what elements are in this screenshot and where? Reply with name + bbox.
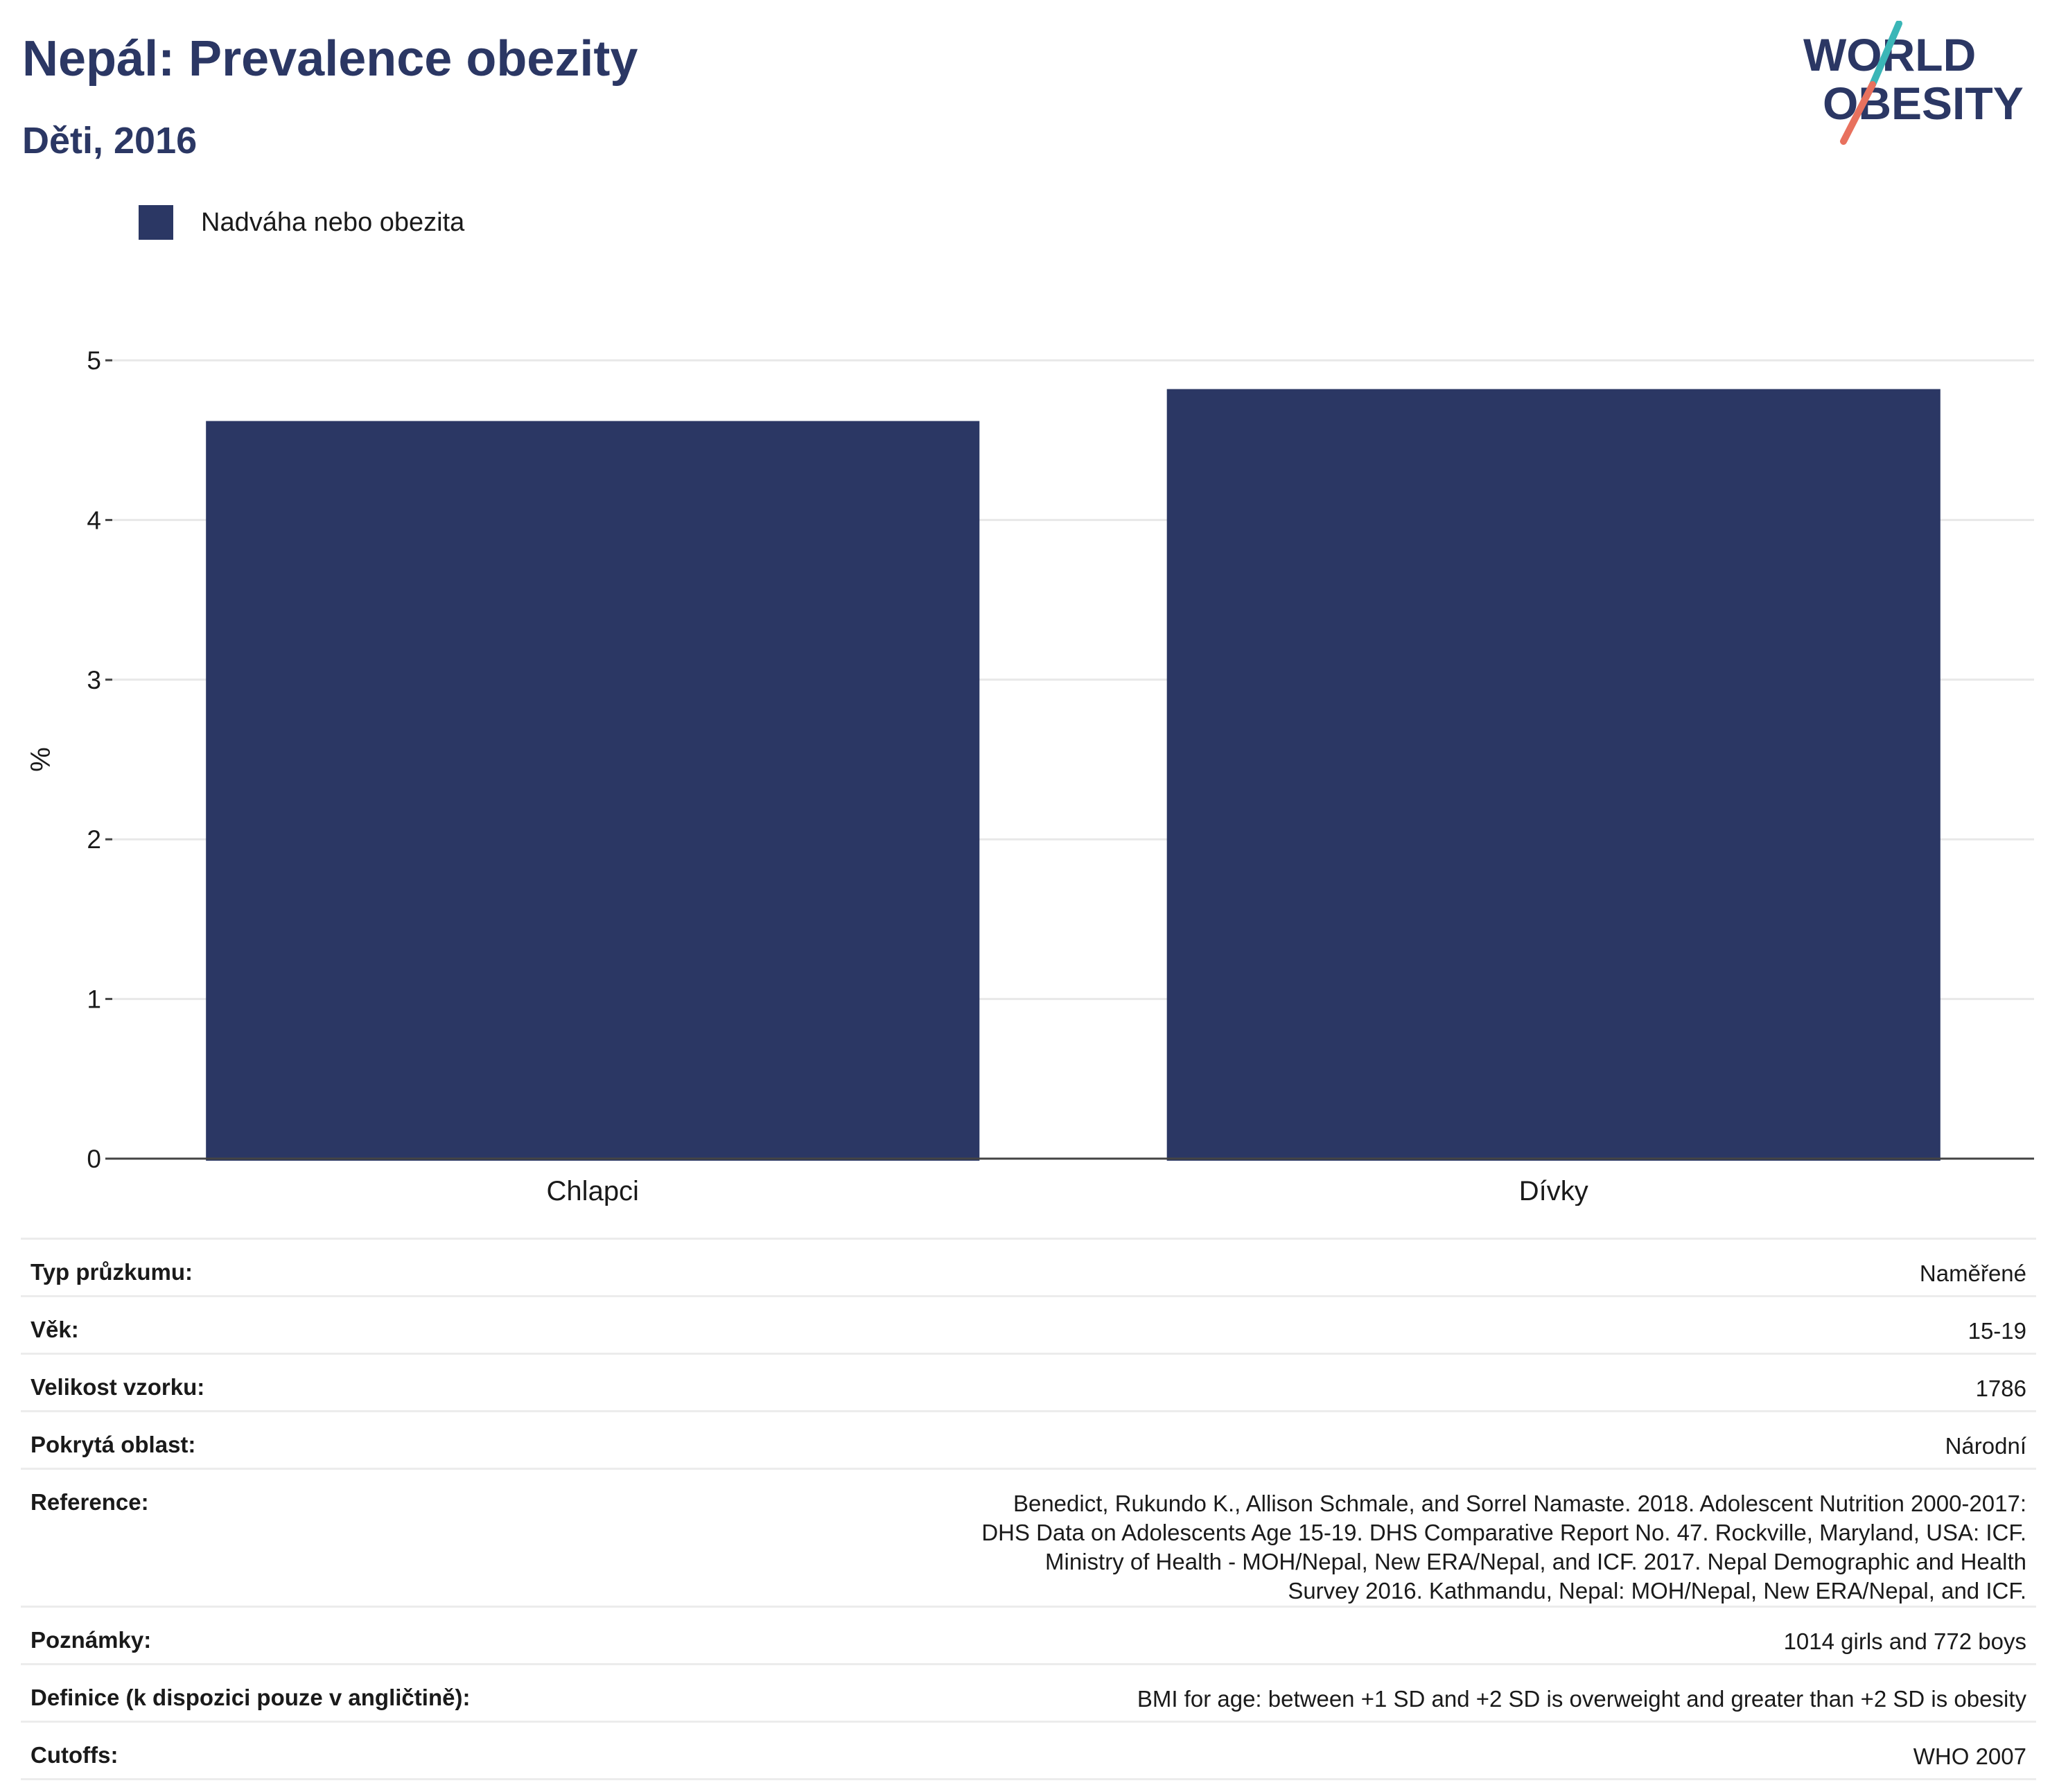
bar-chlapci — [206, 421, 980, 1161]
x-tick-label: Dívky — [1519, 1176, 1588, 1206]
world-obesity-logo: WORLD OBESITY — [1803, 21, 2024, 145]
row-label: Cutoffs: — [21, 1721, 480, 1780]
table-row: Cutoffs: WHO 2007 — [21, 1721, 2036, 1780]
bar-dívky — [1166, 389, 1941, 1161]
row-label: Typ průzkumu: — [21, 1238, 480, 1297]
row-value: 1786 — [480, 1353, 2036, 1412]
table-row: Pokrytá oblast: Národní — [21, 1410, 2036, 1469]
table-row: Reference: Benedict, Rukundo K., Allison… — [21, 1468, 2036, 1607]
table-row: Definice (k dispozici pouze v angličtině… — [21, 1663, 2036, 1722]
logo-slash-bottom — [1840, 81, 1876, 145]
row-label: Velikost vzorku: — [21, 1353, 480, 1412]
logo-slash-top — [1869, 21, 1902, 88]
y-axis-label: % — [26, 747, 56, 772]
y-tick-label: 4 — [87, 506, 101, 534]
y-tick-label: 0 — [87, 1145, 101, 1173]
y-tick-label: 1 — [87, 985, 101, 1014]
table-row: Velikost vzorku: 1786 — [21, 1353, 2036, 1412]
row-label: Věk: — [21, 1295, 480, 1354]
row-value: Naměřené — [480, 1238, 2036, 1297]
row-label: Definice (k dispozici pouze v angličtině… — [21, 1663, 480, 1722]
row-value: 1014 girls and 772 boys — [480, 1606, 2036, 1664]
row-label: Reference: — [21, 1468, 480, 1607]
y-tick-label: 5 — [87, 346, 101, 375]
bar-chart: 0 1 2 3 4 5% Chlapci Dívky — [26, 346, 2034, 1206]
row-value: WHO 2007 — [480, 1721, 2036, 1780]
row-value: Benedict, Rukundo K., Allison Schmale, a… — [480, 1468, 2036, 1607]
y-tick-label: 3 — [87, 666, 101, 694]
table-row: Poznámky: 1014 girls and 772 boys — [21, 1606, 2036, 1664]
page-subtitle: Děti, 2016 — [22, 120, 198, 161]
row-label: Pokrytá oblast: — [21, 1410, 480, 1469]
chart-legend[interactable]: Nadváha nebo obezita — [139, 205, 464, 240]
row-label: Poznámky: — [21, 1606, 480, 1664]
table-row: Typ průzkumu: Naměřené — [21, 1238, 2036, 1297]
row-value: Národní — [480, 1410, 2036, 1469]
legend-label: Nadváha nebo obezita — [201, 207, 465, 237]
legend-swatch — [139, 205, 173, 240]
page-title: Nepál: Prevalence obezity — [22, 31, 638, 87]
x-tick-label: Chlapci — [547, 1176, 639, 1206]
row-value: BMI for age: between +1 SD and +2 SD is … — [480, 1663, 2036, 1722]
y-tick-label: 2 — [87, 825, 101, 854]
survey-details-table: Typ průzkumu: Naměřené Věk: 15-19 Veliko… — [21, 1238, 2036, 1780]
row-value: 15-19 — [480, 1295, 2036, 1354]
table-row: Věk: 15-19 — [21, 1295, 2036, 1354]
